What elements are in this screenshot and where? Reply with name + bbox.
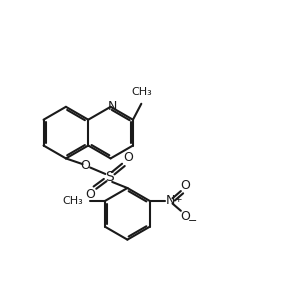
Text: −: − <box>188 216 197 226</box>
Text: +: + <box>174 194 181 204</box>
Text: O: O <box>181 210 190 223</box>
Text: S: S <box>105 170 114 184</box>
Text: CH₃: CH₃ <box>131 87 152 97</box>
Text: O: O <box>181 179 190 192</box>
Text: N: N <box>165 194 175 207</box>
Text: O: O <box>85 188 95 201</box>
Text: O: O <box>81 159 91 172</box>
Text: CH₃: CH₃ <box>62 196 83 206</box>
Text: N: N <box>107 100 117 113</box>
Text: O: O <box>123 151 133 164</box>
